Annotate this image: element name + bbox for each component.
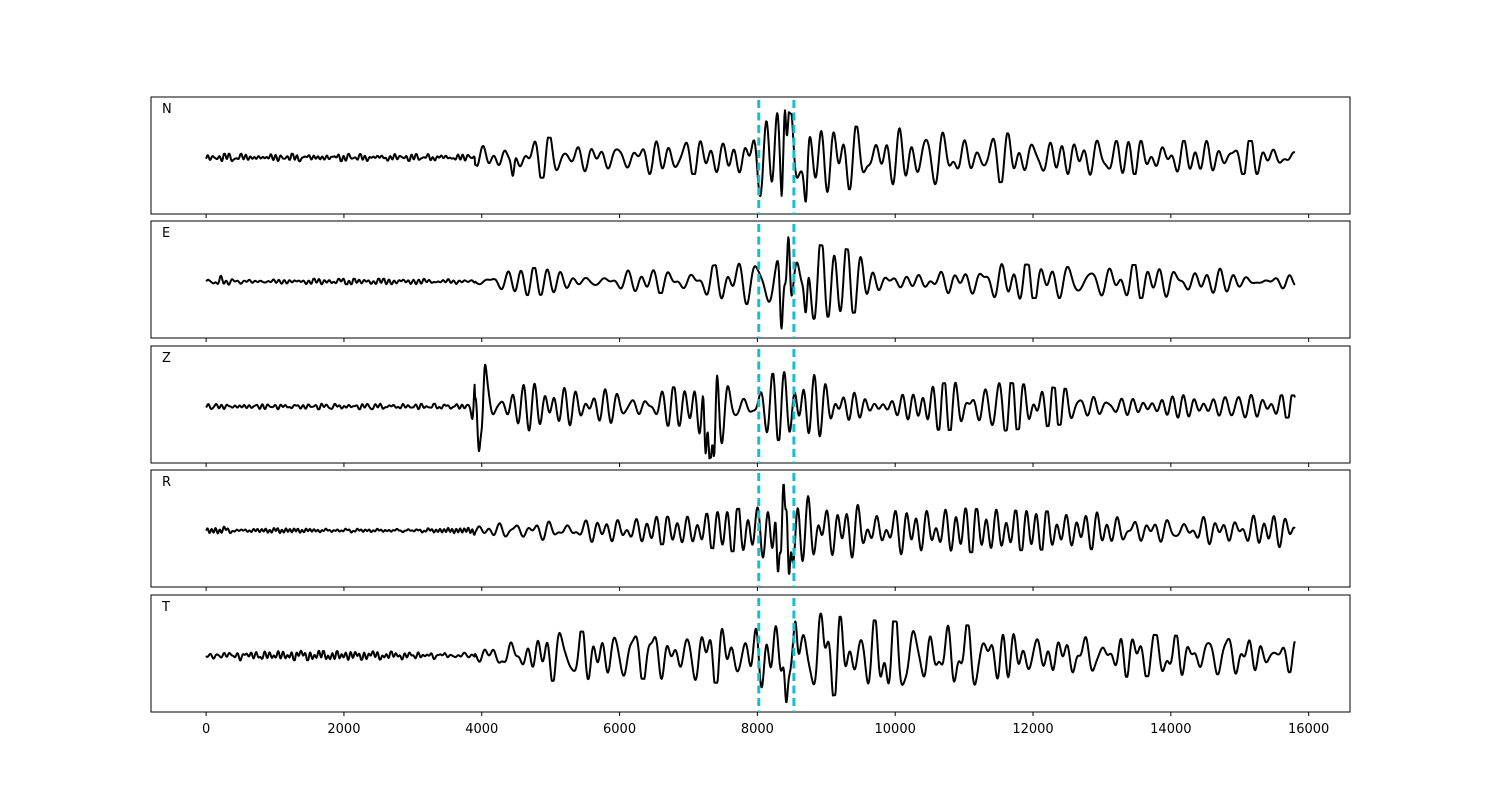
x-tick-label: 2000 <box>327 722 360 737</box>
panel-r: R <box>150 469 1351 591</box>
trace-n <box>205 109 1296 203</box>
x-tick-label: 16000 <box>1288 722 1329 737</box>
x-axis: 0 2000 4000 6000 8000 10000 12000 14000 16000 <box>202 722 1329 737</box>
x-tick-label: 0 <box>202 722 210 737</box>
panel-t: T <box>150 594 1351 716</box>
x-tick-label: 10000 <box>875 722 916 737</box>
panel-e: E <box>150 220 1351 342</box>
trace-r <box>205 483 1296 575</box>
panel-label: E <box>162 226 170 241</box>
panels: N E Z R T <box>150 96 1351 716</box>
panel-label: T <box>161 600 170 615</box>
panel-n: N <box>150 96 1351 218</box>
panel-z: Z <box>150 345 1351 467</box>
panel-label: N <box>162 102 172 117</box>
panel-frame <box>150 96 1351 215</box>
panel-label: Z <box>162 351 171 366</box>
trace-e <box>205 236 1296 330</box>
trace-t <box>205 612 1296 703</box>
x-tick-label: 6000 <box>603 722 636 737</box>
x-tick-label: 4000 <box>465 722 498 737</box>
panel-frame <box>150 594 1351 713</box>
panel-frame <box>150 345 1351 464</box>
panel-frame <box>150 220 1351 339</box>
x-tick-label: 14000 <box>1150 722 1191 737</box>
trace-z <box>205 363 1296 460</box>
panel-label: R <box>162 475 171 490</box>
panel-frame <box>150 469 1351 588</box>
x-tick-label: 8000 <box>741 722 774 737</box>
x-tick-label: 12000 <box>1012 722 1053 737</box>
